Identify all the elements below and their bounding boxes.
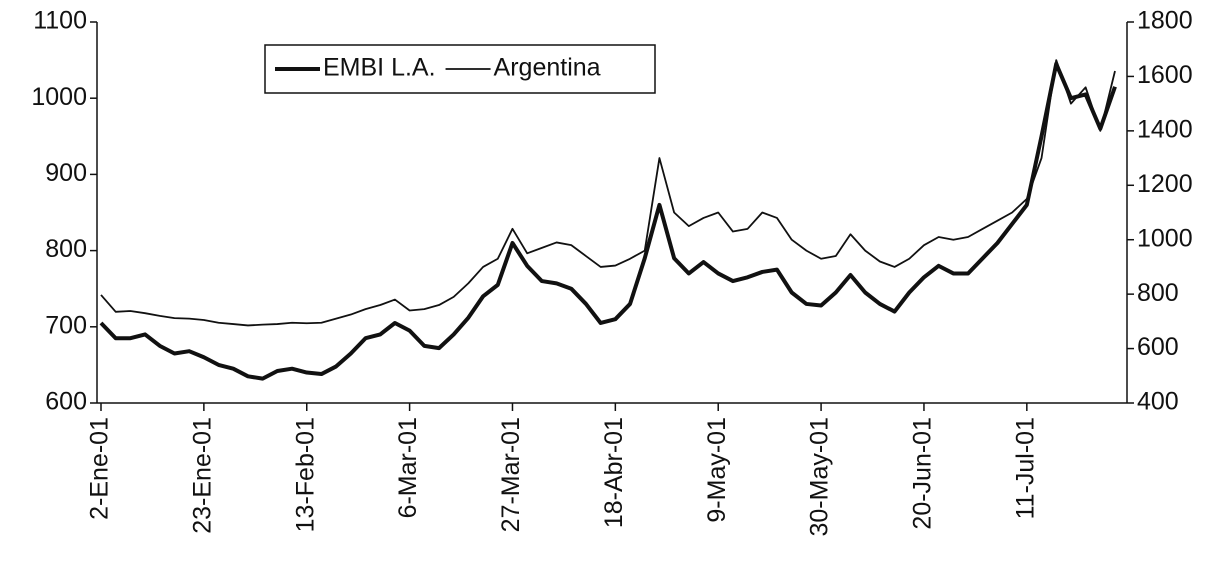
x-tick-label: 6-Mar-01	[394, 417, 422, 518]
y2-tick-label: 1800	[1137, 7, 1193, 35]
y-tick-label: 700	[45, 311, 87, 339]
y2-tick-label: 1200	[1137, 170, 1193, 198]
x-tick-label: 18-Abr-01	[600, 417, 628, 528]
x-tick-label: 30-May-01	[806, 417, 834, 537]
y-tick-label: 1100	[33, 7, 87, 35]
y-tick-label: 900	[45, 159, 87, 187]
y2-tick-label: 800	[1137, 279, 1179, 307]
x-tick-label: 23-Ene-01	[188, 417, 216, 534]
y-tick-label: 800	[45, 235, 87, 263]
x-tick-label: 9-May-01	[703, 417, 731, 523]
y-tick-label: 600	[45, 388, 87, 416]
y2-tick-label: 1400	[1137, 115, 1193, 143]
series-line	[100, 59, 1116, 327]
x-tick-label: 13-Feb-01	[291, 417, 319, 532]
y2-tick-label: 1600	[1137, 61, 1193, 89]
series-line	[99, 61, 1117, 381]
y2-tick-label: 600	[1137, 333, 1179, 361]
legend-label: EMBI L.A.	[323, 54, 436, 82]
y2-tick-label: 400	[1137, 388, 1179, 416]
x-tick-label: 11-Jul-01	[1011, 417, 1039, 519]
x-tick-label: 2-Ene-01	[86, 417, 114, 520]
x-tick-label: 27-Mar-01	[497, 417, 525, 532]
x-tick-label: 20-Jun-01	[909, 417, 937, 530]
y-tick-label: 1000	[31, 83, 87, 111]
y2-tick-label: 1000	[1137, 224, 1193, 252]
legend-label: Argentina	[494, 54, 601, 82]
